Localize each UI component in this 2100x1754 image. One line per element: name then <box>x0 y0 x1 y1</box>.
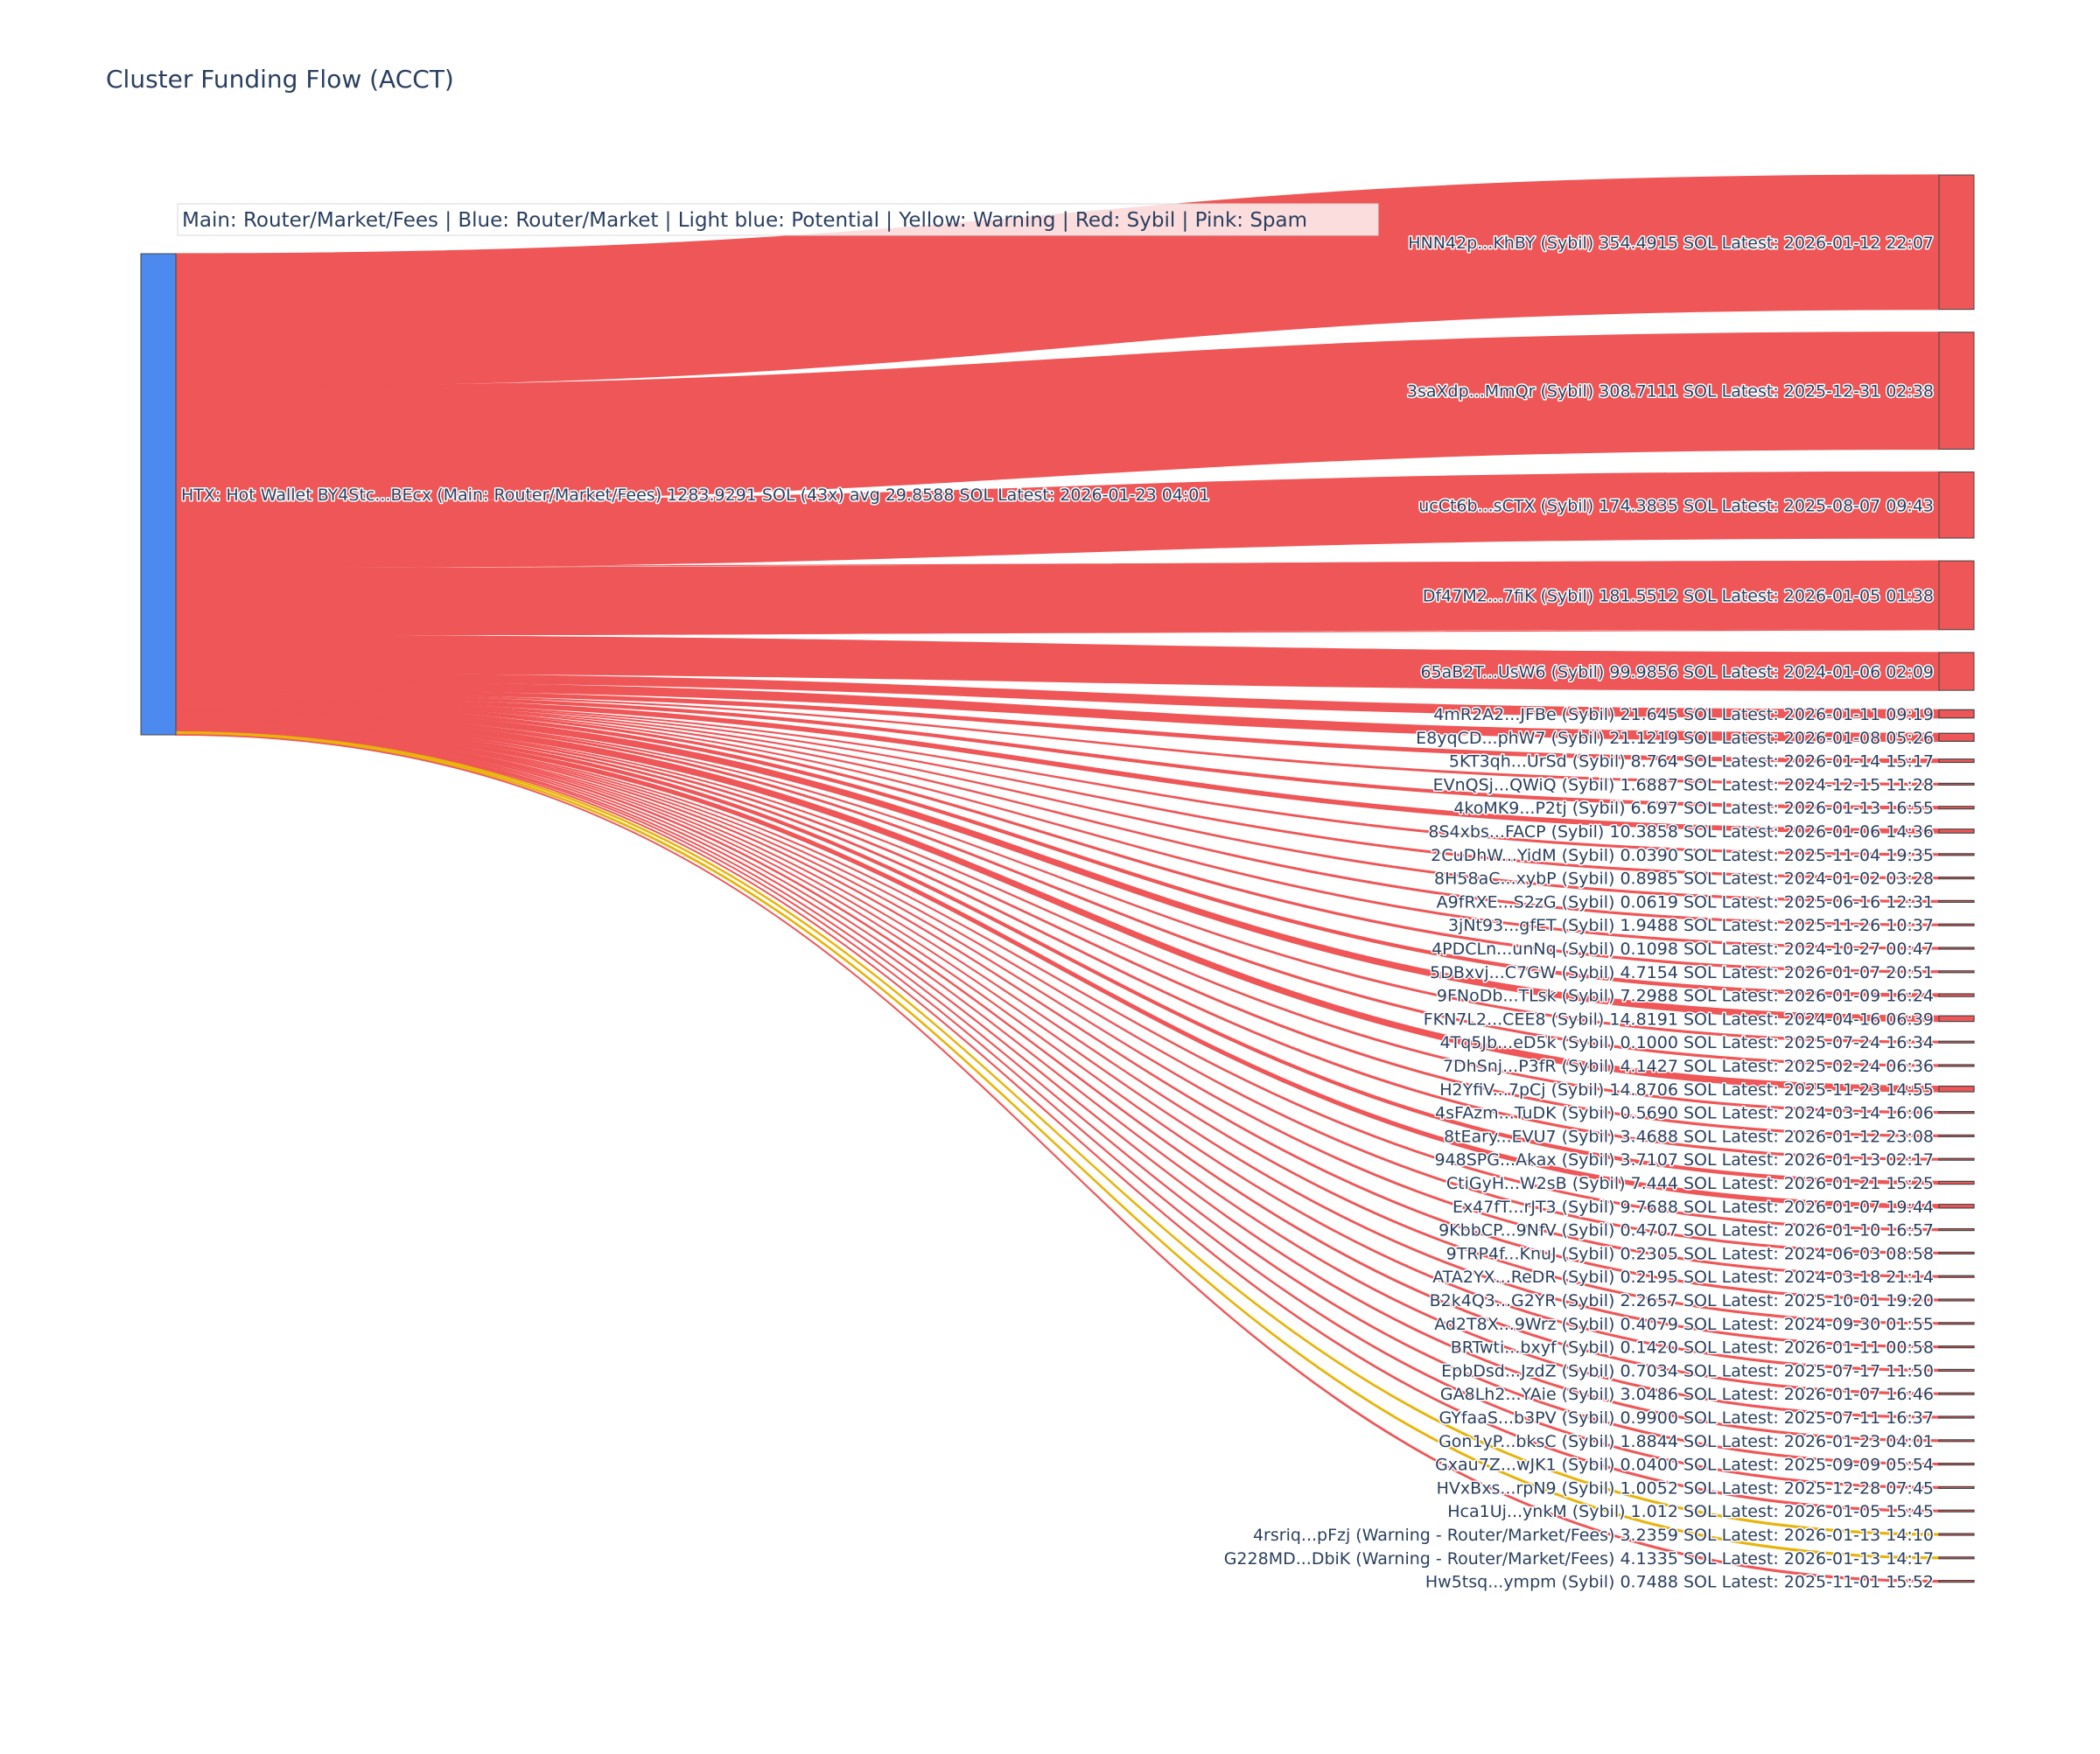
legend-box <box>177 203 1379 236</box>
target-node-37[interactable] <box>1938 1462 1975 1466</box>
source-node[interactable] <box>140 253 177 736</box>
target-node-label-7: 5KT3qh...UrSd (Sybil) 8.764 SOL Latest: … <box>1449 752 1934 772</box>
target-node-label-1: 3saXdp...MmQr (Sybil) 308.7111 SOL Lates… <box>1407 382 1934 402</box>
target-node-label-29: ATA2YX...ReDR (Sybil) 0.2195 SOL Latest:… <box>1432 1268 1934 1287</box>
labels-layer: HTX: Hot Wallet BY4Stc...BEcx (Main: Rou… <box>180 232 1936 1593</box>
target-node-label-26: Ex47fT...rJT3 (Sybil) 9.7688 SOL Latest:… <box>1452 1198 1934 1217</box>
target-node-0[interactable] <box>1938 174 1975 311</box>
legend: Main: Router/Market/Fees | Blue: Router/… <box>177 203 1379 236</box>
target-node-label-38: HVxBxs...rpN9 (Sybil) 1.0052 SOL Latest:… <box>1437 1478 1934 1498</box>
target-node-label-13: A9fRXE...S2zG (Sybil) 0.0619 SOL Latest:… <box>1437 892 1934 912</box>
target-node-label-31: Ad2T8X...9Wrz (Sybil) 0.4079 SOL Latest:… <box>1434 1315 1934 1334</box>
target-node-label-18: FKN7L2...CEE8 (Sybil) 14.8191 SOL Latest… <box>1424 1010 1934 1029</box>
target-node-40[interactable] <box>1938 1533 1975 1536</box>
target-node-label-30: B2k4Q3...G2YR (Sybil) 2.2657 SOL Latest:… <box>1430 1291 1934 1310</box>
target-node-12[interactable] <box>1938 876 1975 880</box>
target-node-label-3: Df47M2...7fiK (Sybil) 181.5512 SOL Lates… <box>1423 586 1934 605</box>
target-node-13[interactable] <box>1938 899 1975 904</box>
target-node-label-28: 9TRP4f...KnuJ (Sybil) 0.2305 SOL Latest:… <box>1446 1244 1934 1263</box>
target-node-36[interactable] <box>1938 1439 1975 1443</box>
target-node-label-15: 4PDCLn...unNq (Sybil) 0.1098 SOL Latest:… <box>1432 940 1934 959</box>
target-node-label-25: CtiGyH...W2sB (Sybil) 7.444 SOL Latest: … <box>1446 1174 1934 1193</box>
target-node-6[interactable] <box>1938 732 1975 742</box>
target-node-1[interactable] <box>1938 332 1975 450</box>
target-node-39[interactable] <box>1938 1509 1975 1513</box>
target-node-19[interactable] <box>1938 1040 1975 1044</box>
target-node-29[interactable] <box>1938 1275 1975 1278</box>
target-node-11[interactable] <box>1938 853 1975 856</box>
target-node-label-21: H2YfiV...7pCj (Sybil) 14.8706 SOL Latest… <box>1439 1080 1934 1100</box>
target-node-label-33: EpbDsd...JzdZ (Sybil) 0.7034 SOL Latest:… <box>1441 1361 1934 1380</box>
target-node-label-32: BRTwti...bxyf (Sybil) 0.1420 SOL Latest:… <box>1451 1338 1934 1358</box>
target-node-2[interactable] <box>1938 471 1975 539</box>
target-node-label-17: 9FNoDb...TLsk (Sybil) 7.2988 SOL Latest:… <box>1437 987 1934 1006</box>
target-node-8[interactable] <box>1938 782 1975 786</box>
target-node-label-42: Hw5tsq...ympm (Sybil) 0.7488 SOL Latest:… <box>1425 1573 1934 1592</box>
target-node-35[interactable] <box>1938 1415 1975 1419</box>
target-node-label-27: 9KbbCP...9NfV (Sybil) 0.4707 SOL Latest:… <box>1438 1221 1934 1240</box>
target-node-label-23: 8tEary...EVU7 (Sybil) 3.4688 SOL Latest:… <box>1444 1127 1934 1146</box>
target-node-41[interactable] <box>1938 1556 1975 1560</box>
target-node-label-16: 5DBxvj...C7GW (Sybil) 4.7154 SOL Latest:… <box>1430 963 1934 982</box>
target-node-42[interactable] <box>1938 1579 1975 1583</box>
target-node-label-36: Gon1yP...bksC (Sybil) 1.8844 SOL Latest:… <box>1438 1432 1934 1451</box>
target-node-34[interactable] <box>1938 1392 1975 1395</box>
target-node-14[interactable] <box>1938 923 1975 926</box>
target-node-33[interactable] <box>1938 1368 1975 1373</box>
nodes-layer <box>140 174 1975 1583</box>
target-node-label-8: EVnQSj...QWiQ (Sybil) 1.6887 SOL Latest:… <box>1433 775 1934 794</box>
target-node-18[interactable] <box>1938 1015 1975 1023</box>
target-node-28[interactable] <box>1938 1251 1975 1255</box>
target-node-26[interactable] <box>1938 1204 1975 1209</box>
source-node-label: HTX: Hot Wallet BY4Stc...BEcx (Main: Rou… <box>181 486 1209 505</box>
target-node-label-39: Hca1Uj...ynkM (Sybil) 1.012 SOL Latest: … <box>1447 1502 1934 1521</box>
chart-title: Cluster Funding Flow (ACCT) <box>106 65 454 94</box>
target-node-label-11: 2CuDhW...YidM (Sybil) 0.0390 SOL Latest:… <box>1431 846 1934 865</box>
links-layer <box>175 174 1940 1583</box>
target-node-3[interactable] <box>1938 560 1975 631</box>
target-node-label-24: 948SPG...Akax (Sybil) 3.7107 SOL Latest:… <box>1434 1150 1934 1170</box>
target-node-4[interactable] <box>1938 652 1975 691</box>
target-node-label-19: 4Tq5Jb...eD5k (Sybil) 0.1000 SOL Latest:… <box>1440 1033 1934 1052</box>
target-node-38[interactable] <box>1938 1485 1975 1490</box>
target-node-label-0: HNN42p...KhBY (Sybil) 354.4915 SOL Lates… <box>1408 234 1934 253</box>
target-node-25[interactable] <box>1938 1180 1975 1185</box>
target-node-label-41: G228MD...DbiK (Warning - Router/Market/F… <box>1224 1549 1934 1569</box>
target-node-20[interactable] <box>1938 1064 1975 1067</box>
target-node-label-34: GA8Lh2...YAie (Sybil) 3.0486 SOL Latest:… <box>1440 1385 1934 1404</box>
target-node-label-4: 65aB2T...UsW6 (Sybil) 99.9856 SOL Latest… <box>1420 662 1934 681</box>
target-node-label-2: ucCt6b...sCTX (Sybil) 174.3835 SOL Lates… <box>1418 496 1934 515</box>
target-node-label-5: 4mR2A2...JFBe (Sybil) 21.645 SOL Latest:… <box>1433 705 1934 724</box>
target-node-16[interactable] <box>1938 970 1975 974</box>
target-node-label-40: 4rsriq...pFzj (Warning - Router/Market/F… <box>1253 1526 1934 1545</box>
target-node-label-37: Gxau7Z...wJK1 (Sybil) 0.0400 SOL Latest:… <box>1435 1456 1934 1475</box>
target-node-22[interactable] <box>1938 1110 1975 1115</box>
target-node-label-14: 3jNt93...gfET (Sybil) 1.9488 SOL Latest:… <box>1448 916 1934 935</box>
target-node-17[interactable] <box>1938 993 1975 997</box>
target-node-10[interactable] <box>1938 828 1975 834</box>
legend-text: Main: Router/Market/Fees | Blue: Router/… <box>182 209 1307 232</box>
target-node-label-22: 4sFAzm...TuDK (Sybil) 0.5690 SOL Latest:… <box>1435 1104 1934 1123</box>
target-node-label-10: 8S4xbs...FACP (Sybil) 10.3858 SOL Latest… <box>1428 822 1934 842</box>
target-node-label-12: 8H58aC...xybP (Sybil) 0.8985 SOL Latest:… <box>1434 870 1934 889</box>
target-node-24[interactable] <box>1938 1157 1975 1161</box>
target-node-15[interactable] <box>1938 947 1975 950</box>
target-node-label-35: GYfaaS...b3PV (Sybil) 0.9900 SOL Latest:… <box>1438 1408 1934 1428</box>
target-node-27[interactable] <box>1938 1227 1975 1232</box>
target-node-label-6: E8yqCD...phW7 (Sybil) 21.1219 SOL Latest… <box>1416 729 1934 748</box>
target-node-5[interactable] <box>1938 709 1975 719</box>
target-node-30[interactable] <box>1938 1298 1975 1302</box>
target-node-9[interactable] <box>1938 806 1975 810</box>
target-node-32[interactable] <box>1938 1345 1975 1349</box>
target-node-21[interactable] <box>1938 1085 1975 1093</box>
target-node-7[interactable] <box>1938 758 1975 764</box>
target-node-label-9: 4koMK9...P2tj (Sybil) 6.697 SOL Latest: … <box>1453 799 1934 818</box>
target-node-23[interactable] <box>1938 1134 1975 1138</box>
target-node-label-20: 7DhSnj...P3fR (Sybil) 4.1427 SOL Latest:… <box>1443 1057 1934 1076</box>
target-node-31[interactable] <box>1938 1322 1975 1325</box>
